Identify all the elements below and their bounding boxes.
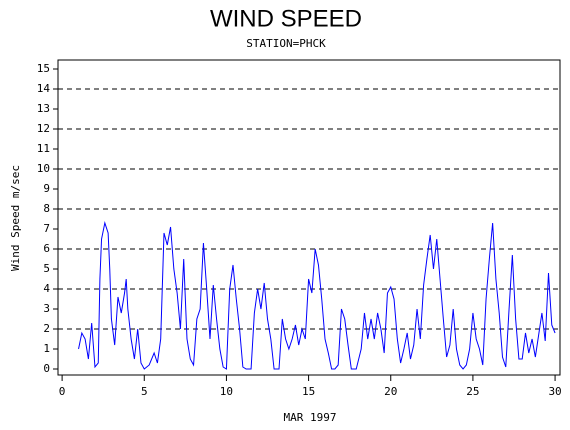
x-tick-label: 10 — [220, 385, 233, 398]
x-tick-label: 30 — [548, 385, 561, 398]
y-tick-label: 3 — [43, 302, 50, 315]
y-tick-label: 12 — [37, 122, 50, 135]
y-tick-label: 0 — [43, 362, 50, 375]
chart-subtitle: STATION=PHCK — [246, 37, 326, 50]
x-tick-label: 25 — [466, 385, 479, 398]
x-tick-label: 5 — [141, 385, 148, 398]
y-axis-label: Wind Speed m/sec — [9, 165, 22, 271]
y-tick-label: 4 — [43, 282, 50, 295]
y-tick-label: 6 — [43, 242, 50, 255]
y-tick-label: 8 — [43, 202, 50, 215]
y-tick-label: 5 — [43, 262, 50, 275]
y-tick-label: 1 — [43, 342, 50, 355]
y-tick-label: 13 — [37, 102, 50, 115]
y-tick-label: 15 — [37, 62, 50, 75]
x-tick-label: 15 — [302, 385, 315, 398]
y-tick-label: 2 — [43, 322, 50, 335]
y-tick-label: 7 — [43, 222, 50, 235]
y-tick-label: 11 — [37, 142, 50, 155]
x-axis-label: MAR 1997 — [284, 411, 337, 424]
y-tick-label: 14 — [37, 82, 51, 95]
x-tick-label: 0 — [59, 385, 66, 398]
y-tick-label: 10 — [37, 162, 50, 175]
x-tick-label: 20 — [384, 385, 397, 398]
chart-title: WIND SPEED — [210, 5, 362, 32]
wind-speed-line — [78, 221, 556, 370]
y-tick-label: 9 — [43, 182, 50, 195]
